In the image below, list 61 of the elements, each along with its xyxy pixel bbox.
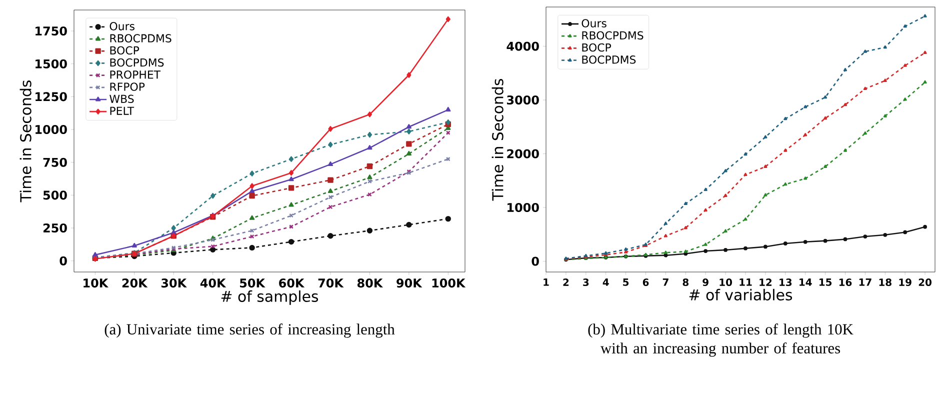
x-tick-label: 5: [623, 278, 629, 286]
x-tick-label: 11: [740, 278, 752, 286]
y-tick-label: 250: [43, 223, 67, 233]
x-tick-label: 40K: [200, 278, 226, 288]
y-tick-label: 4000: [506, 42, 539, 51]
x-tick-label: 15: [819, 278, 832, 286]
y-tick-label: 1750: [36, 26, 67, 36]
x-tick-label: 50K: [240, 278, 266, 288]
y-tick-label: 0: [60, 256, 67, 266]
y-axis-title: Time in Seconds: [492, 78, 504, 201]
x-tick-label: 12: [760, 278, 772, 286]
legend-label: WBS: [110, 94, 134, 104]
y-tick-label: 2000: [507, 149, 539, 158]
x-tick-label: 20: [918, 278, 932, 286]
x-tick-label: 80K: [357, 278, 384, 288]
y-tick-label: 1000: [508, 202, 539, 212]
x-tick-label: 20K: [122, 278, 148, 288]
x-tick-label: 30K: [161, 278, 187, 288]
legend-label: PROPHET: [110, 70, 161, 79]
y-tick-label: 500: [43, 190, 67, 200]
x-tick-label: 3: [583, 278, 589, 286]
x-tick-label: 18: [879, 278, 892, 286]
y-tick-label: 0: [532, 256, 539, 266]
legend-label: BOCP: [110, 46, 140, 55]
x-tick-label: 10: [720, 278, 732, 286]
x-tick-label: 14: [800, 278, 812, 286]
y-tick-label: 1000: [36, 124, 67, 134]
x-axis-title: # of variables: [689, 288, 792, 300]
y-tick-label: 1500: [36, 59, 67, 68]
legend-label: RBOCPDMS: [582, 31, 644, 40]
x-tick-label: 60K: [279, 278, 305, 288]
x-tick-label: 4: [602, 278, 609, 286]
x-tick-label: 90K: [396, 278, 422, 288]
y-tick-label: 750: [43, 158, 67, 167]
x-tick-label: 100K: [432, 278, 466, 288]
x-tick-label: 2: [563, 278, 569, 286]
legend-label: BOCP: [582, 43, 612, 52]
legend-label: PELT: [110, 106, 134, 115]
x-axis-title: # of samples: [221, 290, 318, 305]
x-tick-label: 17: [859, 278, 872, 286]
legend-label: RBOCPDMS: [110, 34, 172, 42]
x-tick-label: 1: [544, 278, 549, 286]
y-tick-label: 1250: [36, 92, 67, 102]
y-axis-title: Time in Seconds: [20, 80, 32, 202]
text: (b) Multivariate time series of length 10K with an increasing number of features: [588, 324, 854, 357]
x-tick-label: 70K: [318, 278, 344, 288]
legend-label: BOCPDMS: [110, 58, 164, 67]
y-tick-label: 3000: [507, 95, 539, 105]
x-tick-label: 13: [780, 278, 792, 286]
x-tick-label: 8: [682, 278, 688, 286]
x-tick-label: 16: [839, 278, 852, 286]
x-tick-label: 6: [642, 278, 649, 286]
x-tick-label: 19: [899, 278, 912, 286]
x-tick-label: 9: [702, 278, 708, 286]
x-tick-label: 7: [662, 278, 668, 286]
x-tick-label: 10K: [84, 278, 108, 288]
legend-label: Ours: [582, 19, 606, 28]
legend-label: BOCPDMS: [582, 55, 636, 64]
legend-label: Ours: [110, 22, 134, 30]
legend-label: RFPOP: [110, 82, 145, 91]
text: (a) Univariate time series of increasing length: [104, 324, 395, 338]
